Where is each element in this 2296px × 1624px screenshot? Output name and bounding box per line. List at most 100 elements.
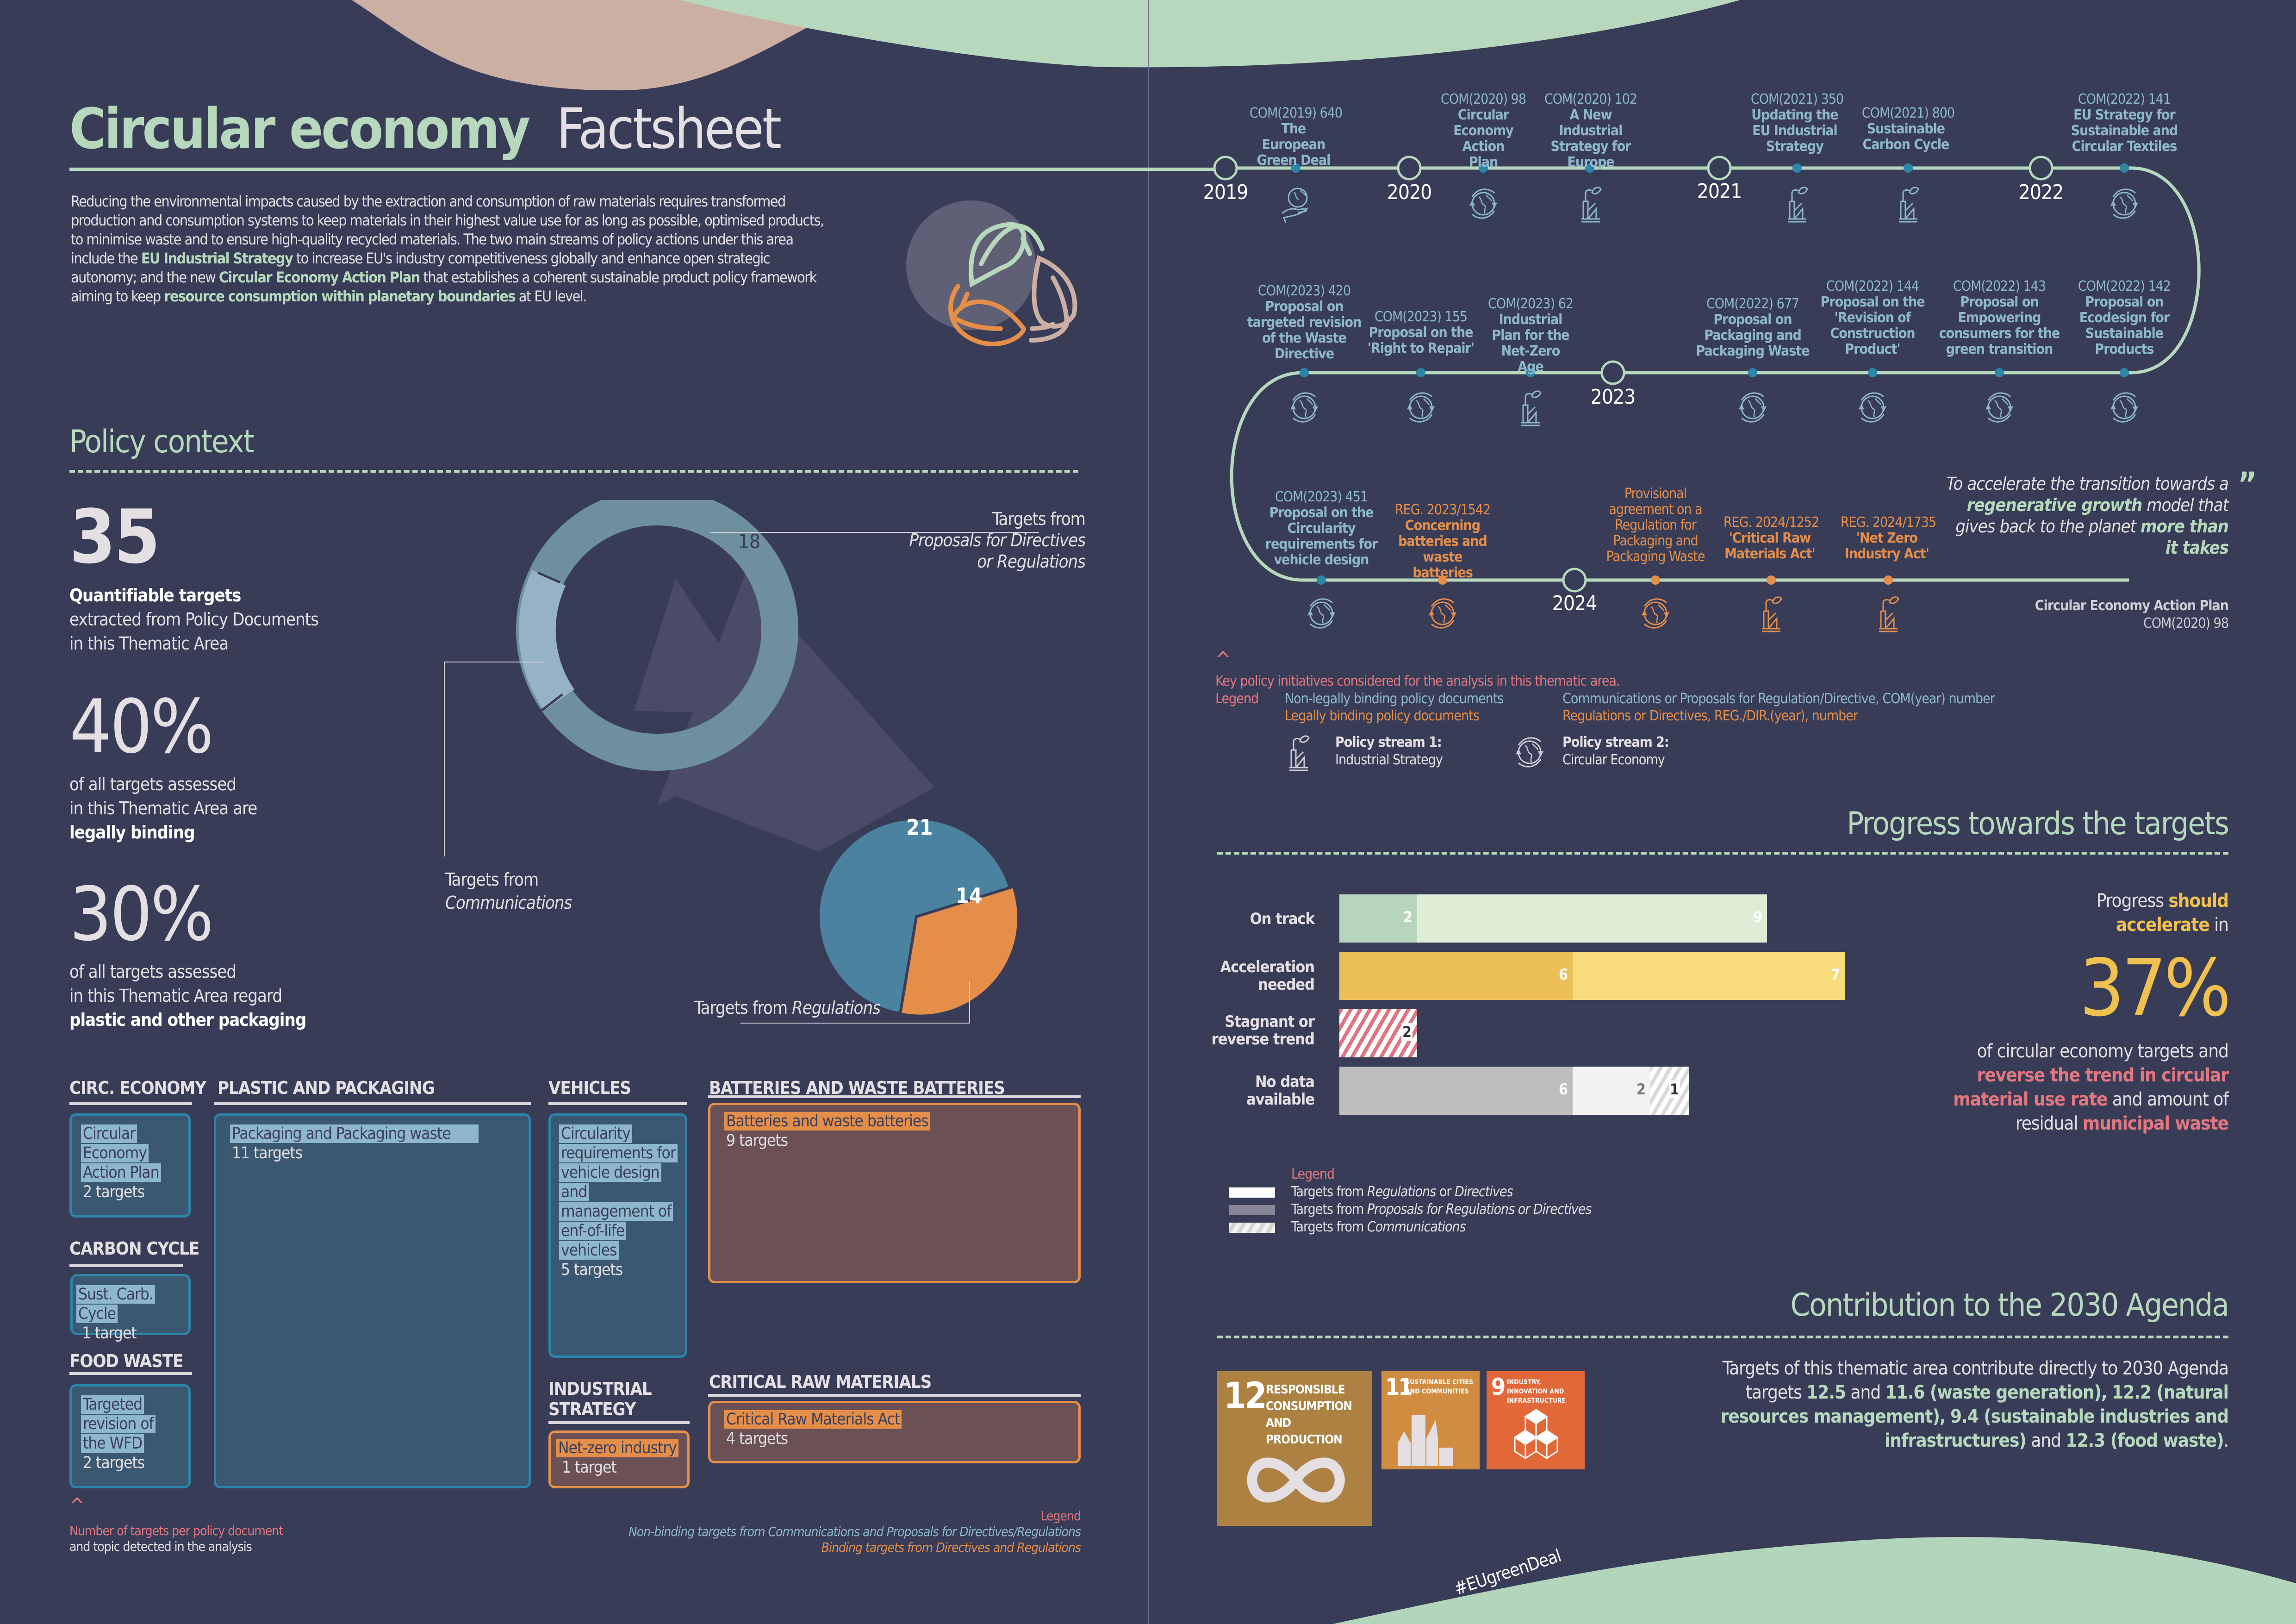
sdg-title: INDUSTRY, INNOVATION AND INFRASTRUCTURE xyxy=(1507,1379,1566,1405)
circular-economy-icon xyxy=(1734,387,1771,428)
timeline-item[interactable]: REG. 2024/1735 'Net Zero Industry Act' xyxy=(1840,514,1936,562)
quote-source: Circular Economy Action Plan COM(2020) 98 xyxy=(2035,598,2229,631)
timeline-item[interactable]: COM(2020) 102 A New Industrial Strategy f… xyxy=(1544,91,1637,170)
circular-economy-icon xyxy=(1402,387,1439,428)
caret-up-icon: ^ xyxy=(69,1494,85,1518)
page-divider xyxy=(1148,0,1149,1624)
label-regulations: Targets from Regulations xyxy=(694,998,881,1018)
timeline-item[interactable]: COM(2022) 677 Proposal on Packaging and P… xyxy=(1696,296,1810,359)
kpi-legally-binding: 40% of all targets assessed in this Thema… xyxy=(69,683,257,843)
bar-stagnant-communications: 2 xyxy=(1339,1009,1417,1057)
circular-economy-icon xyxy=(1511,731,1548,773)
kpi-total-targets: 35 Quantifiable targets extracted from Po… xyxy=(69,493,319,654)
category-underline xyxy=(214,1102,531,1105)
left-legend: Legend Non-binding targets from Communic… xyxy=(628,1508,1081,1555)
circular-economy-icon xyxy=(1981,387,2018,428)
circular-economy-icon xyxy=(2106,183,2143,225)
timeline-item[interactable]: COM(2022) 143 Proposal on Empowering cons… xyxy=(1939,278,2060,357)
kpi-value: 30% xyxy=(69,871,214,957)
title-underline xyxy=(69,168,1217,171)
bar-nodata-communications: 1 xyxy=(1650,1067,1689,1115)
progress-divider xyxy=(1217,852,2228,855)
legend-swatch-proposals xyxy=(1229,1205,1275,1215)
year-2021: 2021 xyxy=(1697,180,1742,203)
intro-paragraph: Reducing the environmental impacts cause… xyxy=(71,193,824,305)
bar-nodata-regulations: 6 xyxy=(1339,1067,1573,1115)
circular-economy-icon xyxy=(1637,593,1674,634)
row-label-stagnant: Stagnant or reverse trend xyxy=(1211,1012,1315,1049)
circular-economy-icon xyxy=(1854,387,1891,428)
bar-ontrack-regulations: 2 xyxy=(1339,894,1417,943)
label-proposals: Targets from Proposals for Directives or… xyxy=(909,509,1086,572)
sdg-title: SUSTAINABLE CITIES AND COMMUNITIES xyxy=(1406,1379,1474,1395)
progress-heading: Progress towards the targets xyxy=(1847,806,2229,842)
bar-nodata-proposals: 2 xyxy=(1573,1067,1650,1115)
circular-economy-icon xyxy=(1303,593,1340,634)
industrial-strategy-icon xyxy=(1572,183,1609,225)
timeline-legend-intro: Key policy initiatives considered for th… xyxy=(1215,673,1620,689)
timeline-item[interactable]: COM(2020) 98 Circular Economy Action Plan xyxy=(1440,91,1526,170)
kpi-packaging: 30% of all targets assessed in this Thema… xyxy=(69,871,306,1031)
category-underline xyxy=(708,1095,1081,1098)
timeline-item[interactable]: COM(2023) 451 Proposal on the Circularity… xyxy=(1265,489,1378,568)
category-heading-vehicles: VEHICLES xyxy=(548,1078,631,1098)
page-title: Circular economy Factsheet xyxy=(69,97,782,162)
category-underline xyxy=(548,1102,687,1105)
category-underline xyxy=(69,1264,183,1267)
year-2019: 2019 xyxy=(1203,181,1249,204)
timeline-item[interactable]: REG. 2023/1542 Concerning batteries and w… xyxy=(1394,502,1491,581)
industrial-strategy-icon xyxy=(1512,387,1549,428)
timeline-item[interactable]: COM(2022) 141 EU Strategy for Sustainable… xyxy=(2071,91,2178,155)
timeline-item[interactable]: REG. 2024/1252 'Critical Raw Materials Ac… xyxy=(1723,514,1819,562)
industrial-strategy-icon xyxy=(1779,183,1816,225)
pie-value-binding: 14 xyxy=(956,883,983,908)
sdg-title: RESPONSIBLE CONSUMPTION AND PRODUCTION xyxy=(1266,1383,1352,1447)
category-heading-batteries: BATTERIES AND WASTE BATTERIES xyxy=(709,1078,1005,1098)
timeline-item[interactable]: Provisional agreement on a Regulation fo… xyxy=(1606,486,1705,565)
industrial-strategy-icon xyxy=(1753,593,1790,634)
row-label-no-data: No data available xyxy=(1246,1073,1315,1109)
donut-value-proposals: 18 xyxy=(738,530,761,553)
category-heading-circ-economy: CIRC. ECONOMY xyxy=(69,1078,206,1098)
category-underline xyxy=(708,1394,1081,1397)
category-heading-crm: CRITICAL RAW MATERIALS xyxy=(709,1372,932,1392)
timeline-item[interactable]: COM(2021) 350 Updating the EU Industrial … xyxy=(1750,91,1844,155)
timeline-item[interactable]: COM(2023) 62 Industrial Plan for the Net-… xyxy=(1487,296,1574,375)
sdg-number: 12 xyxy=(1224,1375,1267,1417)
targets-donut-pie-chart xyxy=(444,500,1039,1024)
kpi-value: 35 xyxy=(69,493,160,580)
policy-box-batteries: Batteries and waste batteries 9 targets xyxy=(708,1103,1081,1283)
cubes-icon xyxy=(1513,1409,1559,1460)
policy-box-crm: Critical Raw Materials Act 4 targets xyxy=(708,1401,1081,1463)
timeline-item[interactable]: COM(2023) 155 Proposal on the 'Right to R… xyxy=(1367,309,1475,356)
category-heading-food-waste: FOOD WASTE xyxy=(69,1351,184,1371)
donut-value-communications: 3 xyxy=(566,648,577,671)
leaves-illustration-icon xyxy=(906,200,1077,346)
highlight-industrial-strategy: EU Industrial Strategy xyxy=(141,250,293,267)
category-underline xyxy=(69,1102,192,1105)
infinity-icon xyxy=(1246,1457,1345,1503)
legend-binding-desc: Regulations or Directives, REG./DIR.(yea… xyxy=(1562,708,1858,724)
timeline-path xyxy=(1213,156,2201,593)
timeline-item[interactable]: COM(2022) 142 Proposal on Ecodesign for S… xyxy=(2078,278,2171,357)
industrial-strategy-icon xyxy=(1280,731,1317,773)
policy-box-circ-economy: Circular Economy Action Plan 2 targets xyxy=(69,1113,191,1218)
policy-box-plastic: Packaging and Packaging waste 11 targets xyxy=(214,1113,531,1488)
legend-stream-2: Policy stream 2: Circular Economy xyxy=(1562,734,1669,768)
year-2024: 2024 xyxy=(1552,592,1598,615)
agenda-text: Targets of this thematic area contribute… xyxy=(1720,1358,2229,1451)
timeline-item[interactable]: COM(2021) 800 Sustainable Carbon Cycle xyxy=(1861,105,1955,153)
timeline-legend-title: Legend xyxy=(1215,691,1259,707)
legend-item-proposals: Targets from Proposals for Regulations o… xyxy=(1291,1201,1592,1218)
green-deal-icon xyxy=(1277,183,1314,225)
progress-callout-bottom: of circular economy targets and reverse … xyxy=(1953,1041,2229,1134)
kpi-value: 40% xyxy=(69,683,214,770)
industrial-strategy-icon xyxy=(1890,183,1927,225)
city-icon xyxy=(1398,1415,1453,1466)
legend-binding: Legally binding policy documents xyxy=(1285,708,1480,724)
timeline-item[interactable]: COM(2022) 144 Proposal on the 'Revision o… xyxy=(1820,278,1925,357)
decorative-bottom-wave xyxy=(1333,1537,2296,1624)
timeline-item[interactable]: COM(2023) 420 Proposal on targeted revisi… xyxy=(1247,283,1362,362)
timeline-item[interactable]: COM(2019) 640 The European Green Deal xyxy=(1249,105,1343,169)
agenda-heading: Contribution to the 2030 Agenda xyxy=(1790,1287,2229,1324)
